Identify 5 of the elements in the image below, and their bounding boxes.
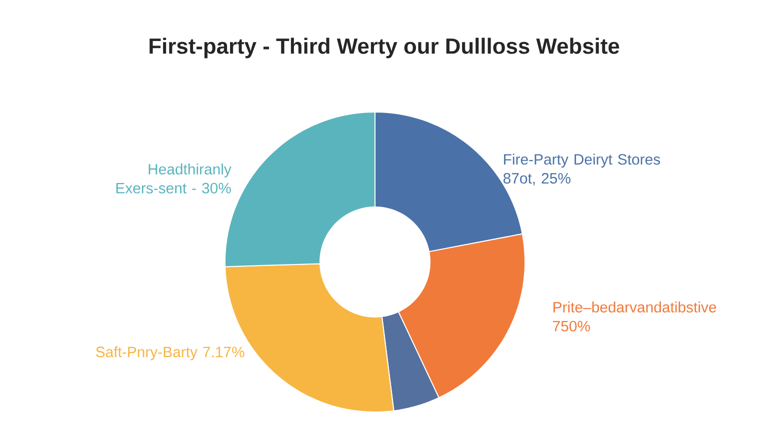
slice-label: Fire-Party Deiryt Stores 87ot, 25% — [503, 154, 660, 186]
slice-label: Saft-Pnry-Barty 7.17% — [96, 346, 244, 360]
chart-title: First-party - Third Werty our Dullloss Website — [150, 38, 620, 58]
slice-label: Headthiranly Exers-sent - 30% — [116, 164, 232, 194]
slice-label: Prite–bedarvandatibstive 750% — [553, 302, 716, 332]
